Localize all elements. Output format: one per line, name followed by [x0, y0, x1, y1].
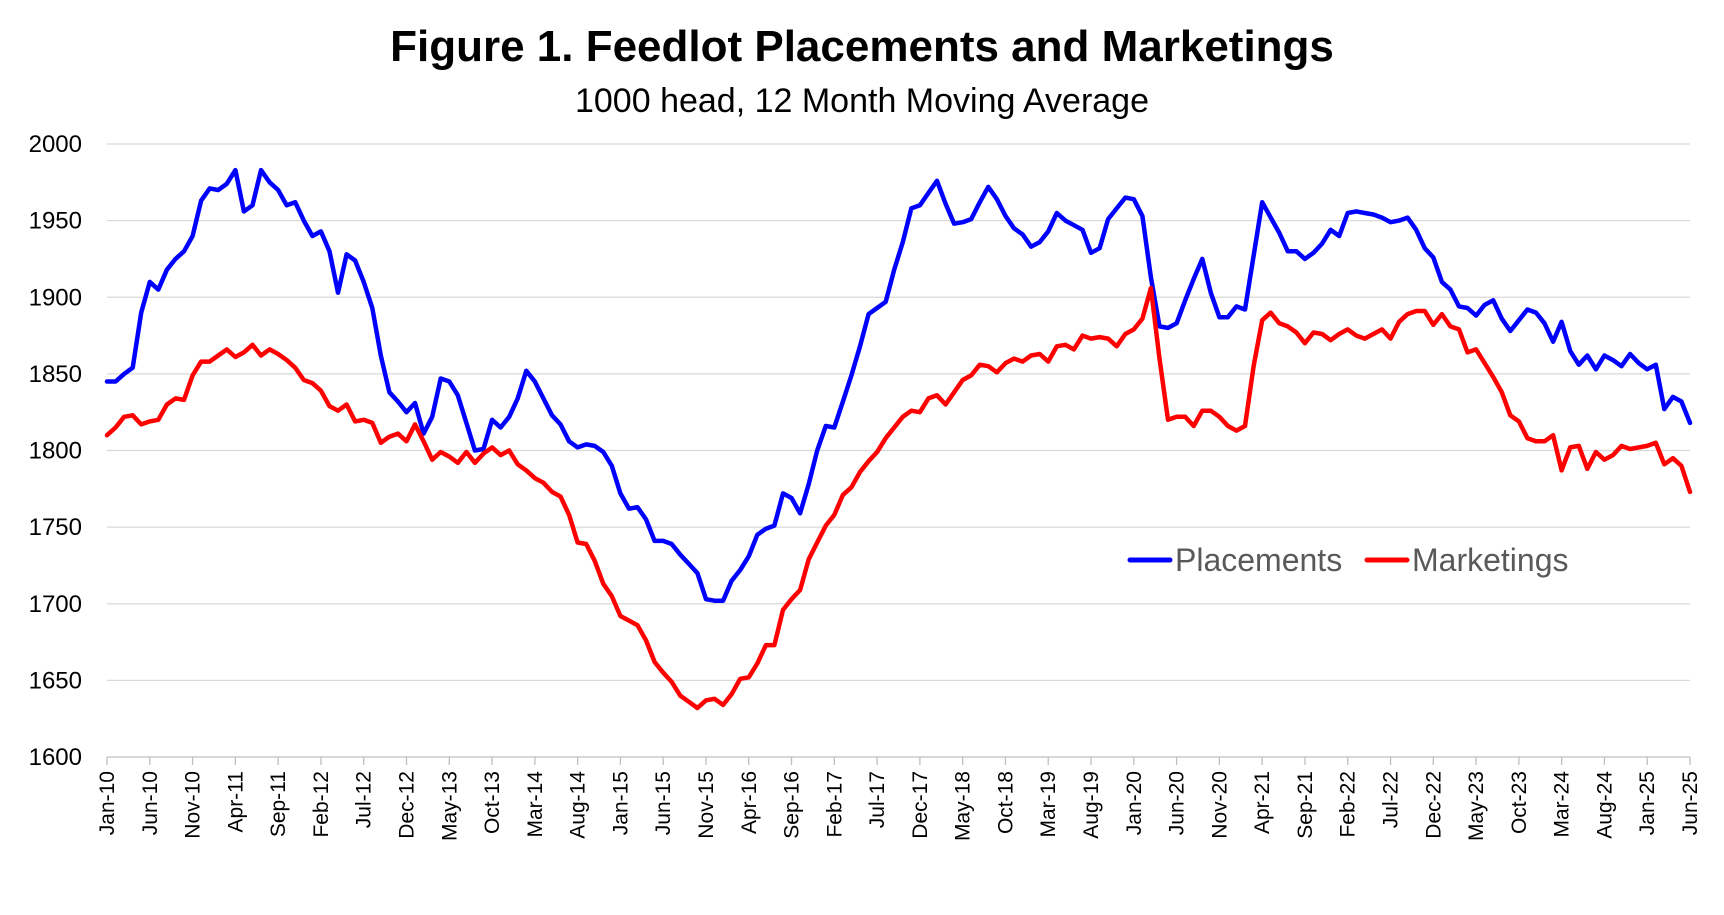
chart-subtitle: 1000 head, 12 Month Moving Average: [574, 82, 1149, 120]
series-lines: [104, 167, 1693, 711]
x-tick-label: Feb-17: [823, 771, 846, 838]
x-tick-label: Jul-17: [866, 771, 889, 828]
series-line-placements: [104, 167, 1693, 603]
x-tick-label: Aug-14: [567, 771, 590, 839]
y-tick-label: 1700: [29, 591, 82, 618]
x-tick-label: Nov-20: [1208, 771, 1231, 839]
x-tick-label: Feb-12: [310, 771, 333, 838]
legend-label-marketings: Marketings: [1412, 542, 1569, 578]
x-tick-label: Oct-13: [481, 771, 504, 834]
chart-title: Figure 1. Feedlot Placements and Marketi…: [390, 22, 1334, 71]
x-tick-label: Apr-21: [1251, 771, 1274, 834]
x-tick-label: Jan-20: [1123, 771, 1146, 835]
y-tick-label: 1600: [29, 744, 82, 771]
x-tick-label: Dec-22: [1422, 771, 1445, 839]
x-tick-label: Apr-11: [224, 771, 247, 832]
legend: Placements Marketings: [1127, 542, 1569, 578]
x-tick-label: Sep-21: [1294, 771, 1317, 839]
x-tick-label: Jan-15: [609, 771, 632, 835]
x-tick-label: May-13: [438, 771, 461, 841]
x-tick-label: May-23: [1465, 771, 1488, 841]
series-line-marketings: [104, 285, 1693, 711]
x-tick-label: Jun-10: [139, 771, 162, 835]
y-tick-label: 2000: [29, 131, 82, 158]
legend-label-placements: Placements: [1175, 542, 1342, 578]
x-tick-label: Nov-15: [695, 771, 718, 839]
x-tick-label: Jun-25: [1679, 771, 1702, 835]
x-tick-label: Oct-18: [994, 771, 1017, 834]
y-axis: 1600 1650 1700 1750 1800 1850 1900 1950 2000: [29, 131, 82, 771]
y-tick-label: 1650: [29, 667, 82, 694]
x-tick-label: May-18: [952, 771, 975, 841]
x-tick-label: Apr-16: [738, 771, 761, 834]
y-tick-label: 1900: [29, 284, 82, 311]
x-tick-label: Dec-12: [395, 771, 418, 839]
x-tick-label: Mar-19: [1037, 771, 1060, 838]
x-tick-label: Jan-10: [96, 771, 119, 835]
gridlines: [107, 143, 1690, 758]
x-tick-label: Sep-11: [267, 771, 290, 837]
x-tick-label: Nov-10: [182, 771, 205, 839]
x-tick-label: Feb-22: [1337, 771, 1360, 838]
x-tick-label: Jul-22: [1380, 771, 1403, 828]
x-tick-label: Jul-12: [353, 771, 376, 828]
x-tick-label: Jun-20: [1166, 771, 1189, 835]
x-axis: Jan-10 Jun-10 Nov-10 Apr-11 Sep-11 Feb-12 Jul-…: [96, 757, 1702, 841]
y-tick-label: 1950: [29, 208, 82, 235]
x-tick-label: Oct-23: [1508, 771, 1531, 834]
x-tick-label: Jun-15: [652, 771, 675, 835]
x-tick-label: Sep-16: [781, 771, 804, 839]
x-tick-label: Aug-24: [1593, 771, 1616, 839]
y-tick-label: 1800: [29, 438, 82, 465]
x-tick-label: Mar-24: [1551, 771, 1574, 838]
x-tick-label: Jan-25: [1636, 771, 1659, 835]
x-tick-label: Aug-19: [1080, 771, 1103, 839]
y-tick-label: 1750: [29, 514, 82, 541]
x-tick-label: Dec-17: [909, 771, 932, 839]
x-tick-label: Mar-14: [524, 771, 547, 838]
y-tick-label: 1850: [29, 361, 82, 388]
